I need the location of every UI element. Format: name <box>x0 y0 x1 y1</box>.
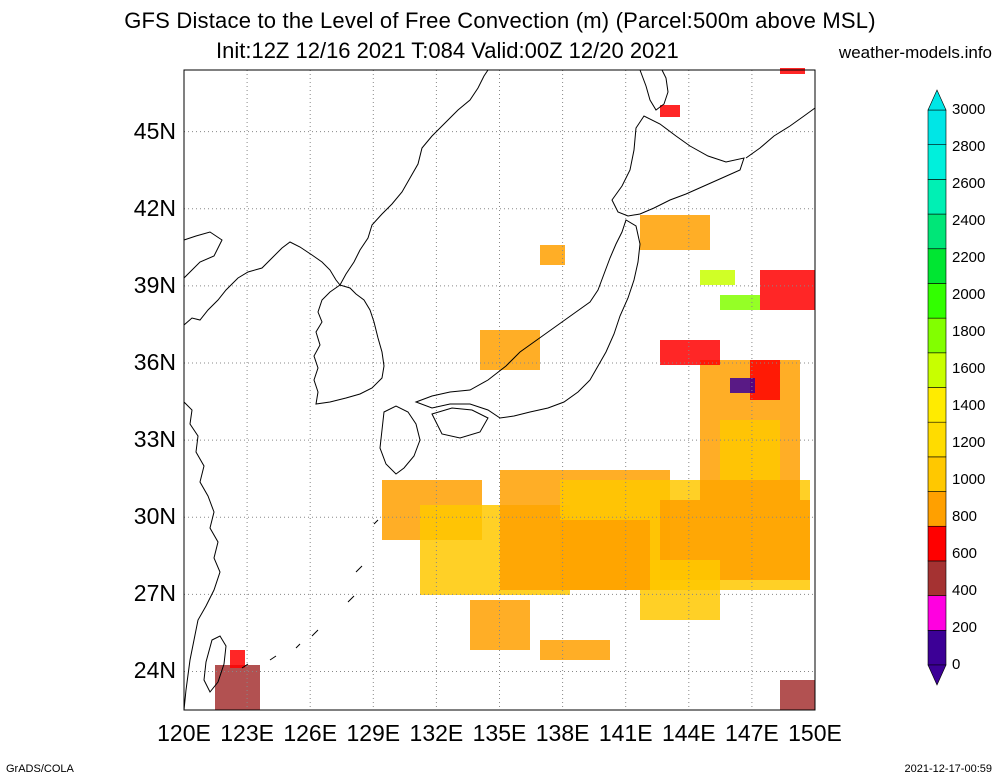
colorbar-tick-label: 2200 <box>952 249 986 266</box>
colorbar-swatch <box>927 491 947 527</box>
colorbar-swatch <box>927 144 947 180</box>
kyushu-coast <box>379 405 421 475</box>
colorbar-tick-label: 1600 <box>952 360 986 377</box>
colorbar-swatch <box>927 109 947 145</box>
field-patch <box>480 330 540 370</box>
field-shading <box>215 68 815 710</box>
field-patch <box>540 245 565 265</box>
colorbar-max-arrow <box>927 89 947 111</box>
field-patch <box>660 340 720 365</box>
lat-tick-label: 30N <box>133 503 176 530</box>
kuril-coast <box>745 107 816 159</box>
colorbar-tick-label: 1400 <box>952 397 986 414</box>
field-patch <box>700 270 735 285</box>
lon-tick-label: 144E <box>661 720 716 746</box>
lat-tick-label: 39N <box>133 271 176 298</box>
colorbar-tick-label: 2400 <box>952 212 986 229</box>
chart-subtitle: Init:12Z 12/16 2021 T:084 Valid:00Z 12/2… <box>216 38 679 63</box>
mainland-coast <box>183 69 489 326</box>
lon-tick-label: 138E <box>535 720 590 746</box>
lon-tick-label: 123E <box>220 720 274 746</box>
taiwan-coast <box>203 635 227 693</box>
honshu-coast <box>414 219 641 419</box>
colorbar-min-arrow <box>927 664 947 686</box>
colorbar-swatch <box>927 248 947 284</box>
lon-tick-label: 147E <box>725 720 779 746</box>
colorbar-tick-label: 600 <box>952 545 978 562</box>
lon-tick-label: 120E <box>157 720 211 746</box>
field-patch <box>540 640 610 660</box>
ryukyu-islands <box>241 519 379 669</box>
colorbar-tick-label: 0 <box>952 656 961 673</box>
lon-tick-label: 141E <box>598 720 653 746</box>
hokkaido-coast <box>611 115 745 217</box>
footer-software: GrADS/COLA <box>6 763 74 775</box>
china-south-coast <box>183 401 221 711</box>
chart-title: GFS Distace to the Level of Free Convect… <box>124 8 876 33</box>
colorbar-swatch <box>927 560 947 596</box>
field-patch <box>730 378 755 393</box>
colorbar-tick-label: 2600 <box>952 175 986 192</box>
field-patch <box>230 650 245 668</box>
field-patch <box>780 680 815 710</box>
colorbar-swatch <box>927 213 947 250</box>
colorbar-swatch <box>927 595 947 631</box>
field-patch <box>660 105 680 117</box>
lon-tick-label: 135E <box>472 720 527 746</box>
lon-tick-label: 126E <box>283 720 338 746</box>
colorbar-swatch <box>927 525 947 562</box>
colorbar-swatch <box>927 456 947 492</box>
colorbar-tick-label: 200 <box>952 619 978 636</box>
colorbar-swatch <box>927 352 947 388</box>
field-patch <box>640 215 710 250</box>
colorbar-tick-label: 400 <box>952 582 978 599</box>
colorbar-swatch <box>927 317 947 354</box>
korea-coast <box>313 284 385 405</box>
field-patch <box>760 270 815 310</box>
colorbar-tick-label: 1200 <box>952 434 986 451</box>
map-frame <box>183 69 816 711</box>
field-patch <box>640 560 720 620</box>
field-patch <box>215 665 260 710</box>
shikoku-coast <box>431 407 489 439</box>
lat-tick-label: 42N <box>133 194 176 221</box>
colorbar-tick-label: 800 <box>952 508 978 525</box>
lat-tick-label: 24N <box>133 657 176 684</box>
colorbar-swatch <box>927 387 947 423</box>
colorbar-tick-label: 2800 <box>952 138 986 155</box>
lon-tick-label: 129E <box>346 720 401 746</box>
lat-tick-label: 45N <box>133 117 176 144</box>
lat-tick-label: 33N <box>133 426 176 453</box>
colorbar <box>927 89 947 686</box>
colorbar-tick-label: 3000 <box>952 101 986 118</box>
footer-timestamp: 2021-12-17-00:59 <box>904 763 992 775</box>
field-patch <box>470 600 530 650</box>
lon-tick-label: 132E <box>409 720 464 746</box>
field-patch <box>720 295 760 310</box>
colorbar-swatch <box>927 421 947 458</box>
lon-tick-label: 150E <box>788 720 842 746</box>
field-patch <box>720 420 780 480</box>
coastlines <box>183 69 816 711</box>
lat-tick-label: 27N <box>133 580 176 607</box>
colorbar-tick-label: 2000 <box>952 286 986 303</box>
lat-tick-label: 36N <box>133 349 176 375</box>
colorbar-swatch <box>927 179 947 215</box>
shandong-coast <box>183 231 223 279</box>
colorbar-tick-label: 1800 <box>952 323 986 340</box>
field-patch <box>780 68 805 74</box>
sakhalin-coast <box>639 69 669 111</box>
site-credit: weather-models.info <box>838 43 992 62</box>
field-patch <box>560 520 650 590</box>
colorbar-swatch <box>927 630 947 666</box>
colorbar-tick-label: 1000 <box>952 471 986 488</box>
colorbar-swatch <box>927 283 947 319</box>
